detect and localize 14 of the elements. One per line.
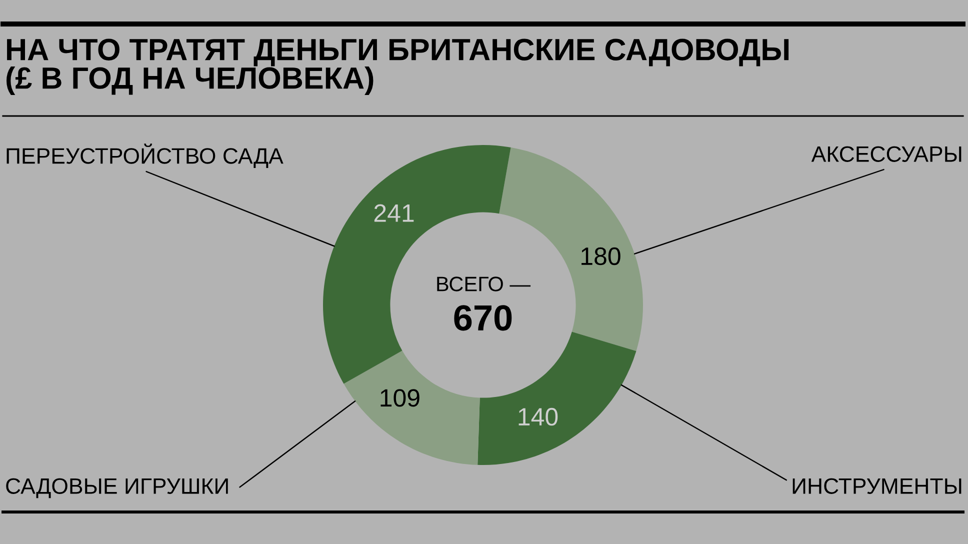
donut-slice <box>323 145 511 384</box>
data-label: 109 <box>380 389 420 407</box>
chart-title: НА ЧТО ТРАТЯТ ДЕНЬГИ БРИТАНСКИЕ САДОВОДЫ (£ В ГОД НА ЧЕЛОВЕКА) <box>6 38 789 95</box>
slice-label: ПЕРЕУСТРОЙСТВО САДА <box>6 144 284 168</box>
slice-label: САДОВЫЕ ИГРУШКИ <box>6 478 228 498</box>
data-label: 241 <box>374 204 414 222</box>
text: 670 <box>454 305 512 331</box>
data-label: 140 <box>518 408 558 426</box>
slice-label: АКСЕССУАРЫ <box>811 146 962 162</box>
data-label: 180 <box>582 247 620 266</box>
donut-slice <box>344 350 480 465</box>
donut-slice <box>478 332 636 465</box>
slice-label: ИНСТРУМЕНТЫ <box>792 478 962 494</box>
text: ВСЕГО — <box>437 276 531 292</box>
